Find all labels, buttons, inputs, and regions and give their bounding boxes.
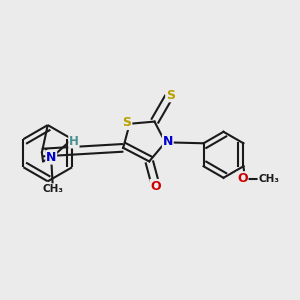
Text: H: H xyxy=(69,135,79,148)
Text: CH₃: CH₃ xyxy=(42,184,63,194)
Text: O: O xyxy=(237,172,248,185)
Text: N: N xyxy=(46,151,56,164)
Text: O: O xyxy=(150,180,161,193)
Text: S: S xyxy=(123,116,132,129)
Text: N: N xyxy=(163,135,173,148)
Text: S: S xyxy=(166,88,175,102)
Text: CH₃: CH₃ xyxy=(258,174,279,184)
